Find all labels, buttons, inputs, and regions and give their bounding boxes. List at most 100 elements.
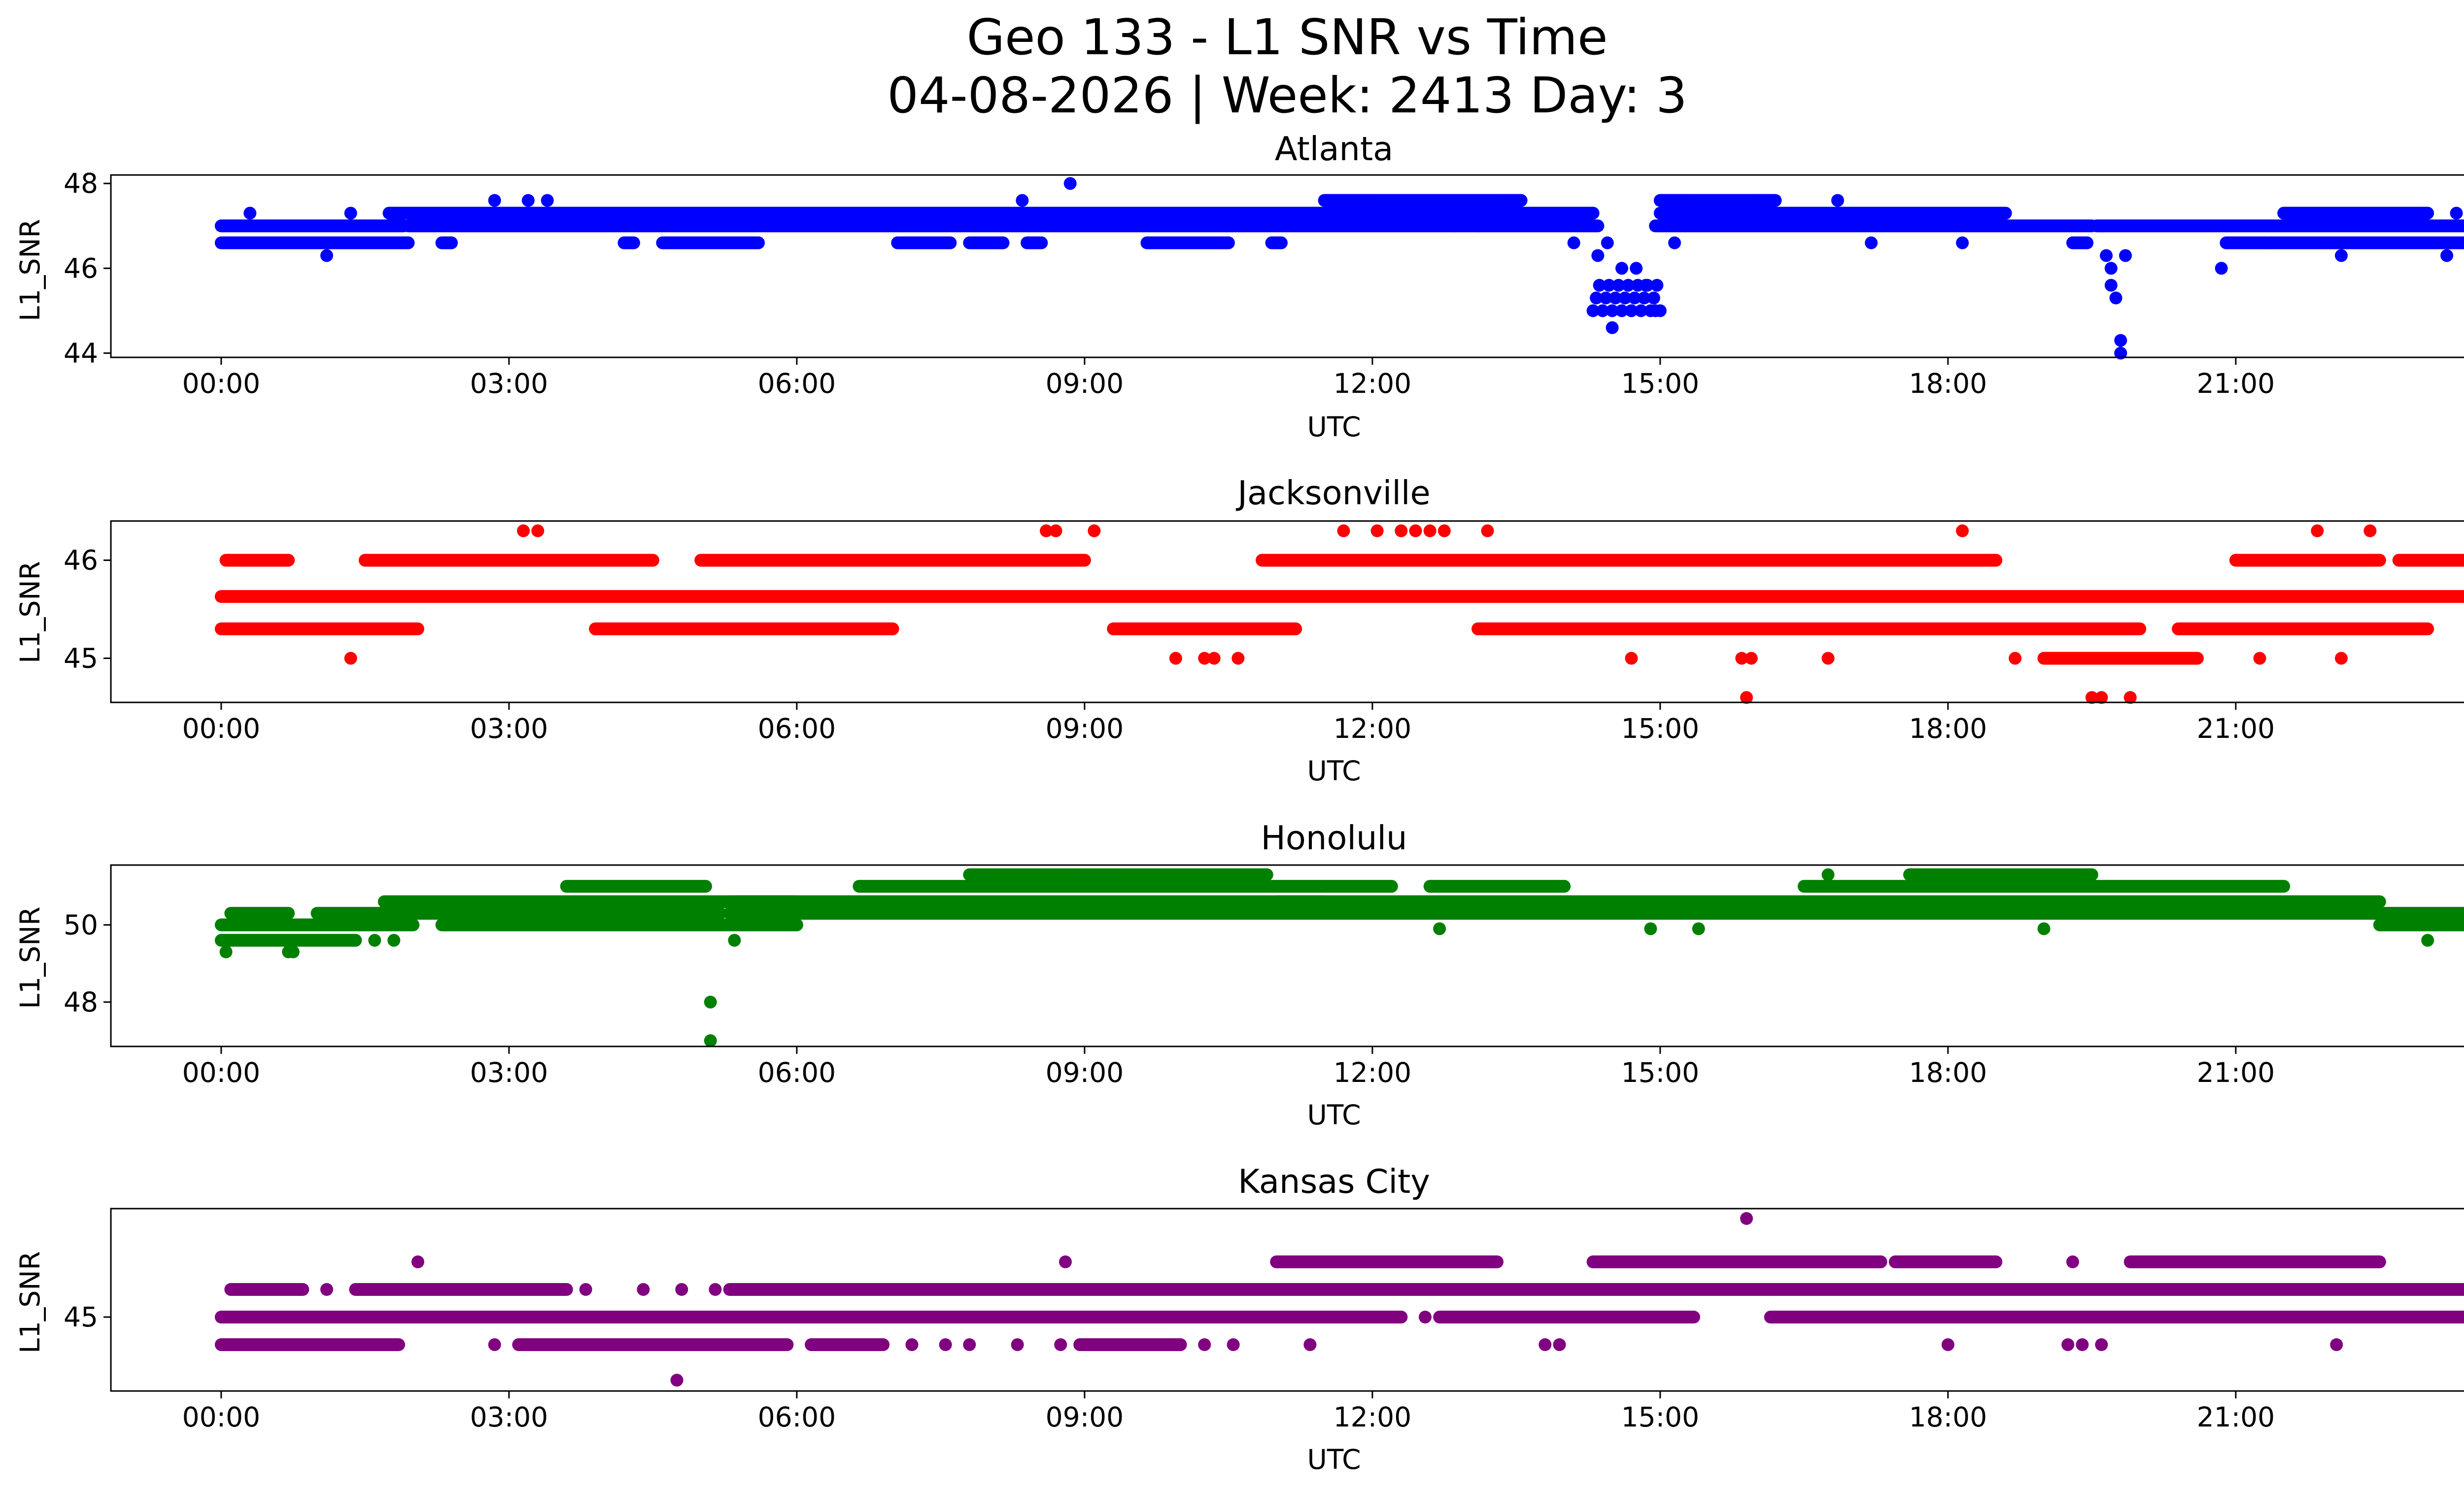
- data-point: [1437, 524, 1451, 537]
- data-point: [1740, 1212, 1753, 1225]
- data-point: [709, 1283, 722, 1296]
- data-point: [2363, 524, 2377, 537]
- data-point: [488, 194, 501, 207]
- x-tick-label: 06:00: [758, 368, 836, 399]
- data-point: [1198, 652, 1211, 665]
- y-axis-label: L1_SNR: [14, 906, 46, 1008]
- data-point: [1606, 321, 1619, 334]
- data-point: [704, 1034, 717, 1047]
- subplot-atlanta: Atlanta UTC L1_SNR 00:00 03:00 06:00 09:00 1…: [14, 130, 2464, 443]
- x-tick-label: 12:00: [1334, 368, 1412, 399]
- data-point: [2119, 249, 2132, 262]
- data-point: [1303, 1338, 1317, 1351]
- data-point-cluster-0: [1638, 291, 1651, 305]
- data-point: [368, 934, 381, 947]
- scatter-series: [214, 1212, 2464, 1387]
- y-tick-label: 45: [64, 1301, 98, 1333]
- y-axis-label: L1_SNR: [14, 219, 46, 321]
- data-point: [531, 524, 545, 537]
- y-tick-label: 45: [64, 642, 98, 674]
- plot-area-frame: [110, 520, 2464, 703]
- data-point: [320, 249, 333, 262]
- data-point: [1539, 1338, 1552, 1351]
- x-tick-label: 12:00: [1334, 1401, 1412, 1433]
- data-point: [521, 194, 535, 207]
- data-point: [2440, 249, 2454, 262]
- data-point: [2253, 652, 2266, 665]
- data-point: [2104, 262, 2118, 275]
- data-point: [905, 1338, 919, 1351]
- x-tick-label: 00:00: [182, 368, 261, 399]
- data-point: [579, 1283, 592, 1296]
- data-point: [2085, 691, 2098, 704]
- data-point: [1630, 262, 1643, 275]
- data-point: [2330, 1338, 2343, 1351]
- x-tick-label: 18:00: [1909, 368, 1987, 399]
- y-tick-label: 48: [64, 986, 98, 1018]
- x-tick-label: 15:00: [1621, 1057, 1700, 1088]
- data-point: [1668, 236, 1681, 249]
- data-point: [1016, 194, 1029, 207]
- data-point-cluster-0: [1599, 291, 1612, 305]
- x-tick-label: 03:00: [470, 1401, 548, 1433]
- subplot-title: Kansas City: [1238, 1162, 1430, 1201]
- data-point-cluster-0: [1609, 291, 1622, 305]
- data-point-cluster-0: [1596, 304, 1609, 317]
- data-point: [344, 207, 357, 220]
- x-tick-label: 21:00: [2197, 713, 2275, 744]
- x-axis-label: UTC: [1307, 411, 1361, 443]
- data-point: [517, 524, 530, 537]
- data-point: [2076, 1338, 2089, 1351]
- data-point: [1601, 236, 1614, 249]
- x-tick-label: 18:00: [1909, 713, 1987, 744]
- y-axis-label: L1_SNR: [14, 1251, 46, 1353]
- data-point-cluster-0: [1603, 278, 1616, 292]
- x-tick-label: 06:00: [758, 1057, 836, 1088]
- data-point-cluster-0: [1606, 304, 1619, 317]
- data-point: [670, 1374, 684, 1387]
- x-tick-label: 18:00: [1909, 1401, 1987, 1433]
- data-point: [728, 934, 741, 947]
- data-point: [387, 934, 401, 947]
- x-tick-label: 06:00: [758, 1401, 836, 1433]
- data-point: [2104, 278, 2118, 292]
- data-point: [2450, 207, 2463, 220]
- data-point: [2114, 347, 2127, 360]
- x-tick-label: 00:00: [182, 1401, 261, 1433]
- subplot-jacksonville: Jacksonville UTC L1_SNR 00:00 03:00 06:00 0…: [14, 474, 2464, 787]
- subplot-title: Atlanta: [1275, 130, 1393, 168]
- data-point-cluster-0: [1586, 304, 1600, 317]
- data-point: [1198, 1338, 1211, 1351]
- data-point: [1395, 1311, 1408, 1323]
- data-point: [1063, 177, 1077, 190]
- data-point: [1232, 652, 1245, 665]
- data-point-cluster-0: [1590, 291, 1603, 305]
- data-point: [411, 1255, 424, 1268]
- x-tick-label: 12:00: [1334, 1057, 1412, 1088]
- data-point: [1169, 652, 1182, 665]
- data-point: [1821, 868, 1835, 881]
- data-point: [1370, 524, 1384, 537]
- x-tick-label: 21:00: [2197, 1057, 2275, 1088]
- data-point: [675, 1283, 688, 1296]
- data-point: [219, 945, 233, 959]
- data-point: [1591, 249, 1605, 262]
- data-point: [1227, 1338, 1240, 1351]
- data-point: [1054, 1338, 1067, 1351]
- data-point: [1740, 691, 1753, 704]
- data-point: [1481, 524, 1494, 537]
- data-point: [1941, 1338, 1954, 1351]
- data-point: [1865, 236, 1878, 249]
- y-tick-label: 46: [64, 545, 98, 576]
- x-tick-label: 03:00: [470, 713, 548, 744]
- data-point: [1831, 194, 1844, 207]
- x-tick-label: 00:00: [182, 1057, 261, 1088]
- x-axis-label: UTC: [1307, 1099, 1361, 1131]
- subplot-title: Jacksonville: [1235, 474, 1431, 512]
- data-point: [286, 945, 300, 959]
- data-point: [1639, 278, 1652, 292]
- data-point: [939, 1338, 952, 1351]
- data-point-cluster-0: [1615, 304, 1628, 317]
- data-point: [1553, 1338, 1566, 1351]
- data-point-cluster-0: [1625, 304, 1638, 317]
